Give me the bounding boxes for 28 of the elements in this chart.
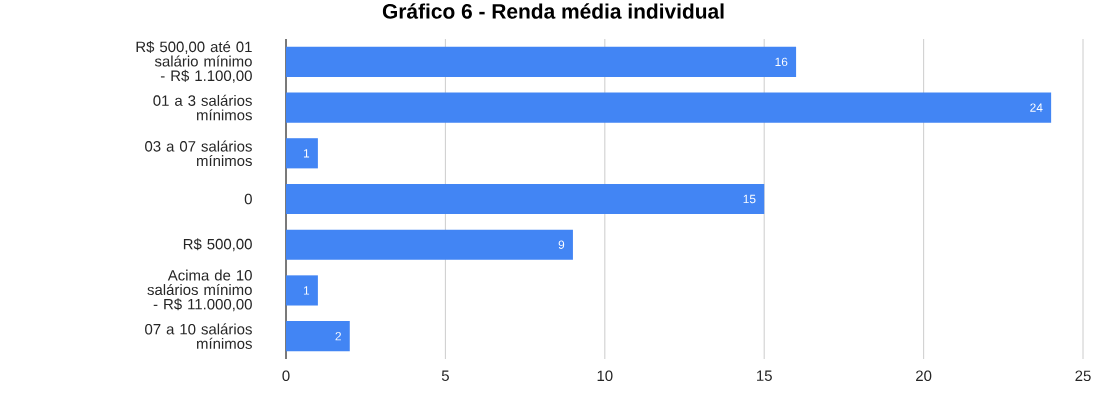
x-tick-label: 25: [1075, 370, 1091, 382]
bar: [286, 321, 350, 352]
y-tick-label: 01 a 3 salários mínimos: [153, 94, 252, 121]
data-label: 24: [1030, 103, 1043, 112]
y-tick-label: 0: [244, 193, 252, 205]
y-tick-label: 03 a 07 salários mínimos: [145, 140, 252, 167]
bar: [286, 229, 573, 260]
bar: [286, 92, 1052, 123]
data-label: 9: [558, 240, 565, 249]
x-tick-label: 10: [597, 370, 613, 382]
data-label: 15: [743, 194, 756, 204]
data-label: 2: [335, 331, 341, 341]
data-label: 1: [303, 286, 310, 295]
bar: [286, 46, 797, 77]
y-tick-label: R$ 500,00: [183, 238, 252, 252]
y-tick-label: 07 a 10 salários mínimos: [145, 323, 252, 349]
x-tick-label: 15: [757, 370, 772, 381]
bar: [286, 275, 318, 306]
y-tick-label: R$ 500,00 até 01 salário mínimo - R$ 1.100,00: [136, 40, 252, 83]
y-tick-label: Acima de 10 salários mínimo - R$ 11.000,00: [147, 269, 252, 312]
chart-title: Gráfico 6 - Renda média individual: [382, 3, 724, 19]
bar: [286, 138, 318, 169]
data-label: 16: [775, 57, 788, 67]
bar: [286, 183, 765, 215]
x-tick-label: 0: [282, 370, 290, 382]
x-tick-label: 20: [916, 370, 932, 382]
data-label: 1: [303, 149, 310, 158]
x-tick-label: 5: [441, 370, 449, 381]
